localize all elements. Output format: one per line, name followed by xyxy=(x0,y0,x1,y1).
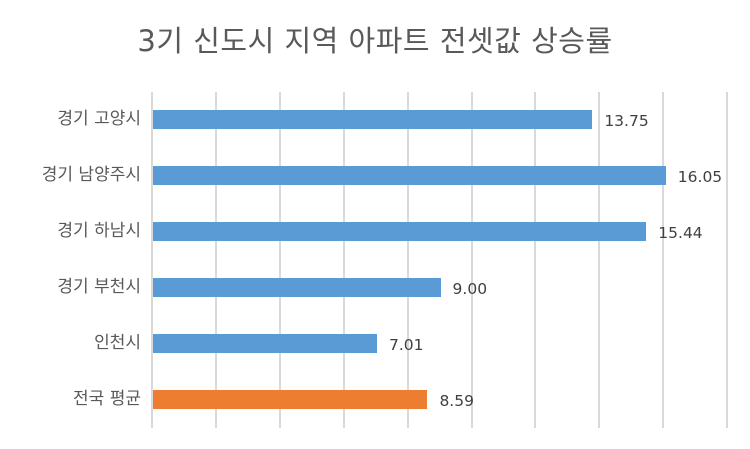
bar xyxy=(153,221,647,241)
data-label: 15.44 xyxy=(658,223,703,242)
category-label: 경기 하남시 xyxy=(57,220,141,241)
data-label: 8.59 xyxy=(439,391,474,410)
data-label: 13.75 xyxy=(604,112,649,130)
category-label: 경기 남양주시 xyxy=(41,164,141,185)
data-label: 7.01 xyxy=(388,335,424,354)
gridline xyxy=(278,92,281,428)
gridline xyxy=(214,92,217,428)
bar xyxy=(153,165,666,185)
gridline xyxy=(662,92,665,428)
category-label: 경기 부천시 xyxy=(57,276,141,297)
chart-title: 3기 신도시 지역 아파트 전셋값 상승률 xyxy=(137,24,613,58)
gridline xyxy=(342,92,345,428)
data-label: 9.00 xyxy=(452,279,488,298)
bar xyxy=(153,333,377,353)
bar xyxy=(153,389,428,409)
category-label: 전국 평균 xyxy=(73,388,141,409)
category-label: 인천시 xyxy=(94,332,141,353)
gridline xyxy=(534,92,537,428)
gridline xyxy=(726,92,729,428)
gridline xyxy=(151,92,153,428)
gridline xyxy=(470,92,473,428)
gridline xyxy=(406,92,409,428)
bar xyxy=(153,277,441,297)
gridline xyxy=(598,92,601,428)
data-label: 16.05 xyxy=(677,167,723,186)
bar xyxy=(153,110,593,129)
category-label: 경기 고양시 xyxy=(57,109,141,129)
